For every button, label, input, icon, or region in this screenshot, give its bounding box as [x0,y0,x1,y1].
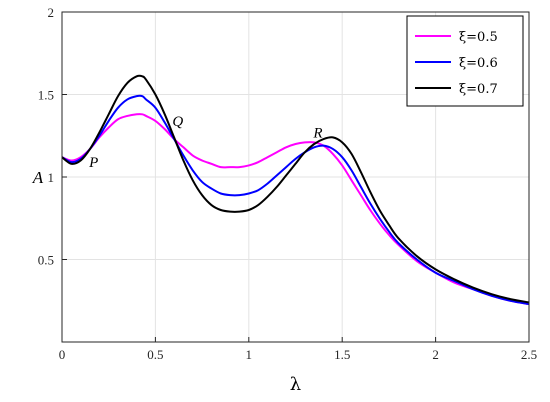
series-line-2 [61,94,530,306]
series-line-1 [61,113,530,306]
y-tick-label: 1.5 [38,88,54,103]
y-tick-label: 0.5 [38,253,54,268]
x-tick-label: 2.5 [521,347,537,362]
legend-item: ξ=0.7 [415,82,498,97]
series-line-3 [61,74,530,304]
ticks: 0 0.5 1 1.5 2 2.5 0.5 1 1.5 2 [38,5,537,362]
legend-item: ξ=0.6 [415,56,498,71]
annotations: P Q R [88,114,322,171]
x-tick-label: 2 [432,347,439,362]
x-tick-label: 0 [59,347,66,362]
y-axis-label: A [32,168,44,187]
x-tick-label: 1.5 [334,347,350,362]
legend-item: ξ=0.5 [415,30,498,45]
x-tick-label: 1 [246,347,253,362]
x-tick-label: 0.5 [147,347,163,362]
legend-label: ξ=0.6 [459,56,498,71]
x-axis-label: λ [290,374,301,395]
y-tick-label: 1 [48,170,55,185]
annotation-label: R [312,125,322,141]
annotation-label: Q [172,114,183,130]
legend-label: ξ=0.7 [459,82,498,97]
annotation-label: P [88,155,98,171]
legend: ξ=0.5 ξ=0.6 ξ=0.7 [406,15,524,107]
series-group [61,74,530,306]
y-tick-label: 2 [48,5,55,20]
legend-label: ξ=0.5 [459,30,498,45]
